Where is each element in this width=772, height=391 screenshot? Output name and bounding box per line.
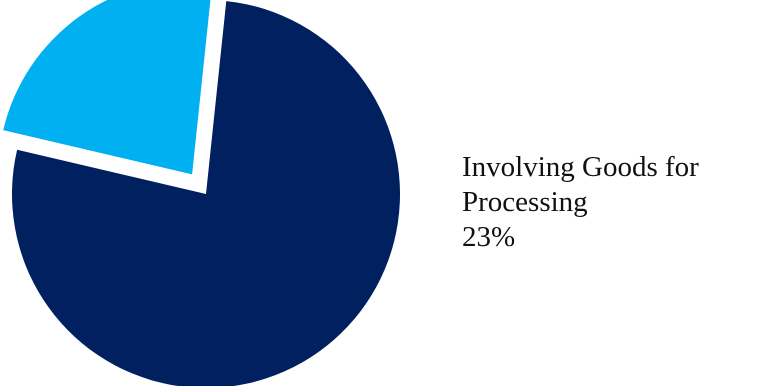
processing-percent-label: 23% (462, 221, 516, 253)
pie-slice-processing (3, 0, 211, 175)
processing-slice-label: Involving Goods for Processing 23% (462, 150, 762, 255)
processing-label-line-2: Processing (462, 186, 588, 218)
pie-slice-main (12, 1, 401, 389)
processing-label-line-1: Involving Goods for (462, 151, 699, 183)
